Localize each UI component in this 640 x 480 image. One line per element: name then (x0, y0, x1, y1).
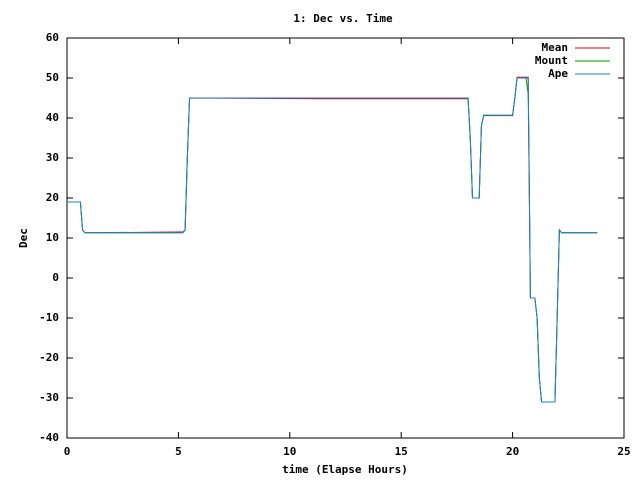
legend-label: Mean (542, 41, 569, 54)
chart-title: 1: Dec vs. Time (293, 12, 393, 25)
x-tick-label: 15 (395, 445, 408, 458)
y-tick-label: 0 (52, 271, 59, 284)
y-tick-label: 60 (46, 31, 59, 44)
x-tick-label: 20 (506, 445, 519, 458)
y-tick-label: 10 (46, 231, 59, 244)
y-tick-label: 30 (46, 151, 59, 164)
line-series (67, 77, 598, 403)
y-tick-label: 20 (46, 191, 59, 204)
line-series (67, 77, 598, 403)
y-tick-label: -10 (39, 311, 59, 324)
x-tick-label: 0 (64, 445, 71, 458)
x-axis-label: time (Elapse Hours) (282, 463, 408, 476)
x-tick-label: 25 (617, 445, 630, 458)
y-tick-label: -40 (39, 431, 59, 444)
legend-label: Ape (548, 67, 568, 80)
y-tick-label: 50 (46, 71, 59, 84)
x-tick-label: 10 (283, 445, 296, 458)
y-tick-label: -30 (39, 391, 59, 404)
line-series (67, 76, 598, 403)
y-tick-label: -20 (39, 351, 59, 364)
y-axis-label: Dec (17, 228, 30, 248)
legend-label: Mount (535, 54, 568, 67)
x-tick-label: 5 (175, 445, 182, 458)
y-tick-label: 40 (46, 111, 59, 124)
